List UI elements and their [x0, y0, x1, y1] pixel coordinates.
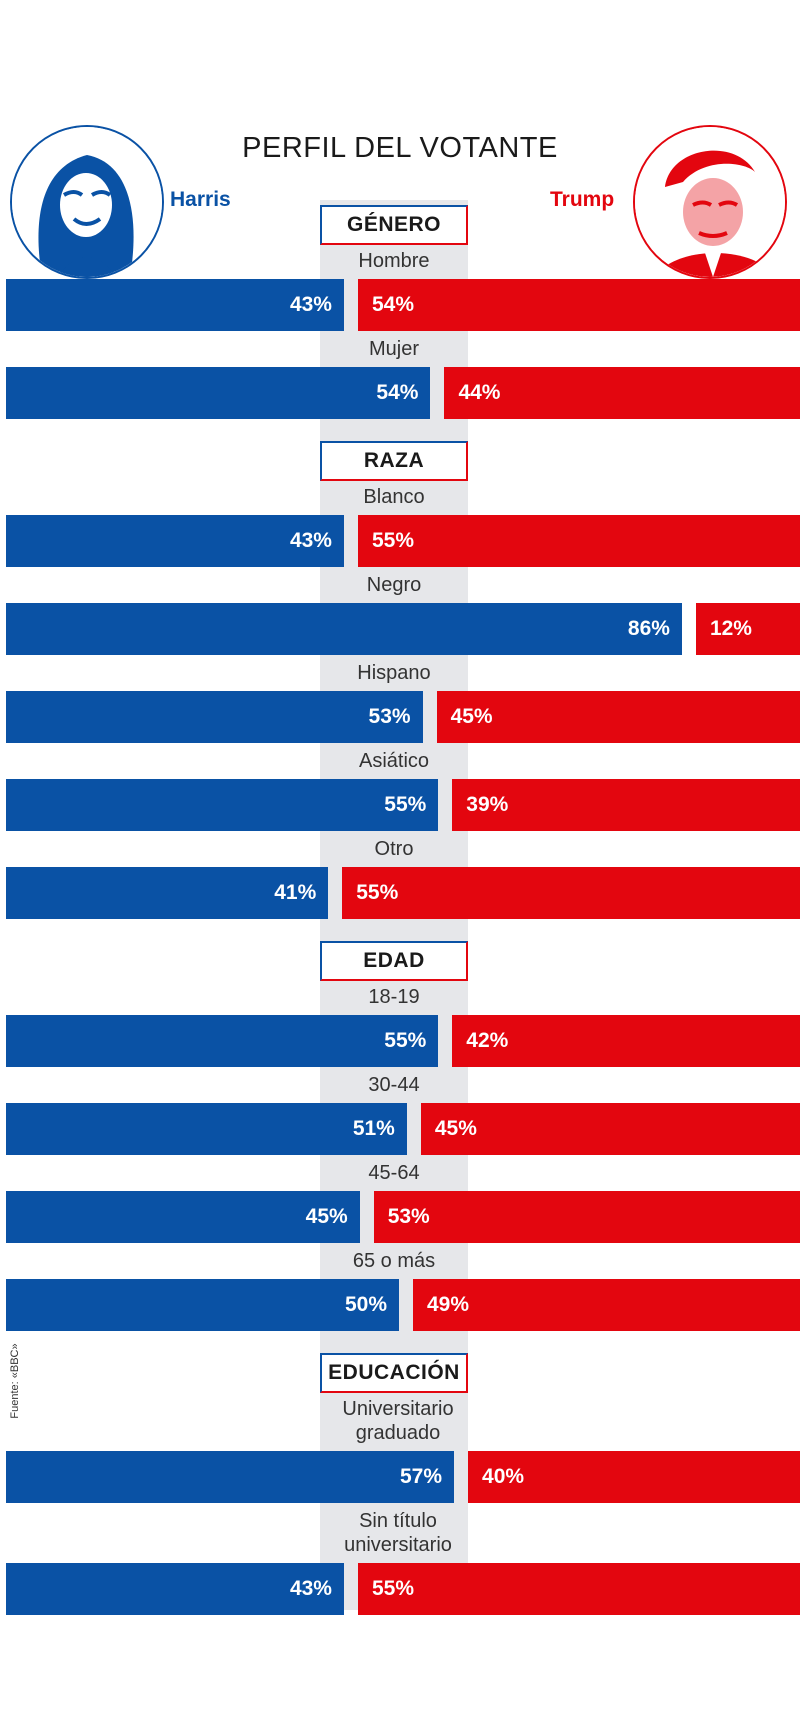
harris-bar: 45%: [6, 1191, 360, 1243]
trump-bar: 45%: [436, 691, 800, 743]
trump-bar: 55%: [342, 867, 800, 919]
row-label: 30-44: [368, 1074, 420, 1096]
trump-portrait-illustration: [635, 127, 785, 277]
trump-bar: 44%: [444, 367, 800, 419]
harris-bar: 51%: [6, 1103, 407, 1155]
trump-bar: 12%: [695, 603, 800, 655]
row-label: Universitario graduado: [342, 1398, 454, 1444]
harris-bar: 53%: [6, 691, 423, 743]
harris-portrait: [10, 125, 164, 279]
section-header: EDUCACIÓN: [320, 1353, 468, 1393]
row-label: Sin título universitario: [344, 1510, 452, 1556]
row-label: Asiático: [358, 750, 430, 772]
harris-bar: 50%: [6, 1279, 399, 1331]
row-label: Hombre: [358, 250, 430, 272]
row-label: Mujer: [368, 338, 419, 360]
row-label: Hispano: [357, 662, 431, 684]
chart-title: PERFIL DEL VOTANTE: [242, 132, 558, 164]
trump-bar: 40%: [468, 1451, 800, 1503]
trump-bar: 55%: [357, 1563, 800, 1615]
trump-bar: 49%: [413, 1279, 800, 1331]
harris-bar: 43%: [6, 515, 344, 567]
section-header: GÉNERO: [320, 205, 468, 245]
row-label: Blanco: [363, 486, 425, 508]
section-header: RAZA: [320, 441, 468, 481]
section-header: EDAD: [320, 941, 468, 981]
trump-bar: 53%: [373, 1191, 800, 1243]
harris-bar: 43%: [6, 279, 344, 331]
harris-bar: 54%: [6, 367, 431, 419]
row-label: 45-64: [368, 1162, 420, 1184]
harris-portrait-illustration: [12, 127, 162, 277]
trump-bar: 42%: [452, 1015, 800, 1067]
harris-bar: 43%: [6, 1563, 344, 1615]
trump-label: Trump: [550, 188, 615, 211]
trump-bar: 45%: [420, 1103, 800, 1155]
source-note: Fuente: «BBC»: [9, 1343, 21, 1419]
harris-bar: 86%: [6, 603, 682, 655]
trump-bar: 55%: [357, 515, 800, 567]
harris-bar: 55%: [6, 1015, 439, 1067]
harris-bar: 55%: [6, 779, 439, 831]
trump-portrait: [633, 125, 787, 279]
harris-label: Harris: [170, 188, 231, 211]
row-label: 65 o más: [352, 1250, 436, 1272]
harris-bar: 41%: [6, 867, 329, 919]
trump-bar: 39%: [452, 779, 800, 831]
row-label: 18-19: [368, 986, 420, 1008]
harris-bar: 57%: [6, 1451, 455, 1503]
row-label: Negro: [366, 574, 422, 596]
row-label: Otro: [374, 838, 414, 860]
trump-bar: 54%: [357, 279, 800, 331]
